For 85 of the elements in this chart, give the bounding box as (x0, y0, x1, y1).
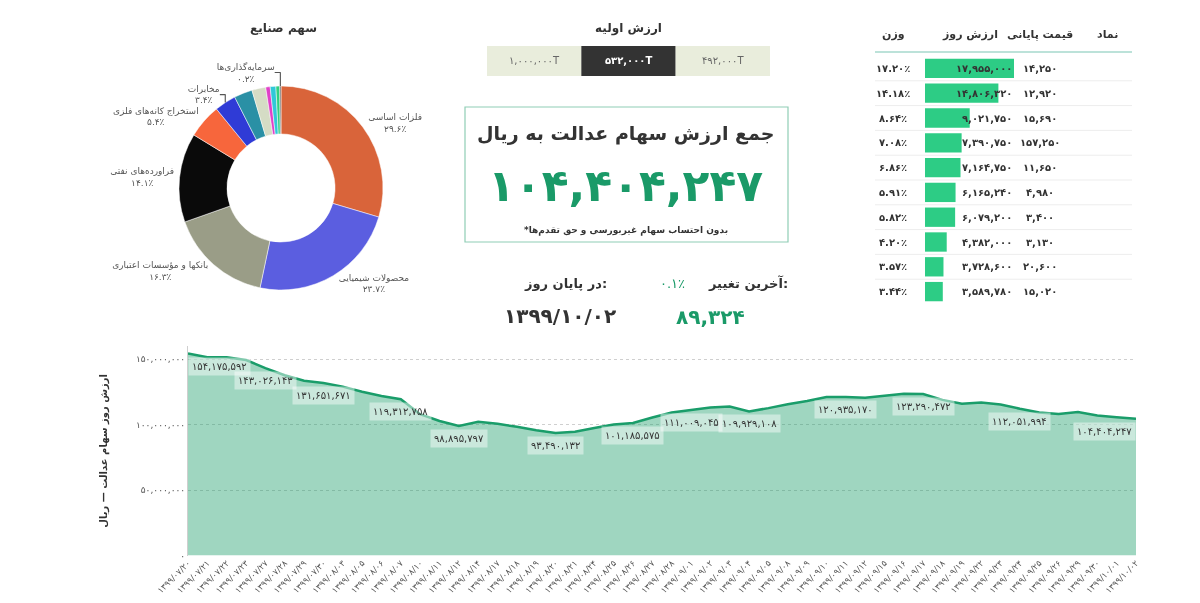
y-tick-label: ۵۰,۰۰۰,۰۰۰ (140, 485, 186, 496)
bar (925, 157, 961, 178)
data-label: ۱۲۰,۹۳۵,۱۷۰ (818, 404, 873, 415)
data-label: ۱۶.۳٪ (149, 271, 172, 282)
text: ۲۰,۶۰۰ (1023, 261, 1058, 272)
data-label: ۱۵۴,۱۷۵,۵۹۲ (192, 361, 247, 372)
slice-label: سرمایه‌گذاری‌ها (216, 61, 275, 73)
bar (925, 232, 947, 252)
data-label: ۹۸,۸۹۵,۷۹۷ (434, 433, 484, 444)
text: ۷.۰۸٪ (879, 137, 908, 148)
donut-slice (269, 85, 279, 135)
category-label: ۴۹۲,۰۰۰T (702, 55, 745, 66)
data-label: ۱۷,۹۵۵,۰۰۰ (956, 63, 1013, 74)
slice-label: محصولات شیمیایی (338, 272, 410, 283)
slice-label: استخراج کانه‌های فلزی (112, 105, 199, 116)
data-label: ۱۴۳,۰۲۶,۱۴۳ (238, 375, 294, 386)
text: ۴,۹۸۰ (1026, 187, 1055, 198)
data-label: ۹۳,۴۹۰,۱۳۲ (531, 440, 581, 451)
data-label: ۵.۴٪ (147, 117, 165, 128)
bar (925, 133, 962, 153)
text: ۱۴,۲۵۰ (1023, 63, 1058, 74)
text: آخرین تغییر: (708, 275, 789, 291)
data-label: ۱۱۹,۳۱۲,۷۵۸ (373, 406, 429, 417)
text: ۵.۹۱٪ (879, 187, 908, 198)
y-axis-title: ارزش روز سهام عدالت — ریال (98, 373, 111, 528)
text: ۱۴.۱۸٪ (876, 88, 911, 99)
data-label: ۶,۰۷۹,۲۰۰ (962, 212, 1013, 223)
y-axis-title: نماد (1097, 28, 1119, 41)
slice-label: مخابرات (187, 83, 220, 94)
bar (925, 257, 944, 277)
category-label: ۱,۰۰۰,۰۰۰T (509, 55, 560, 66)
text: در پایان روز: (524, 276, 608, 291)
text: ۰.۱٪ (660, 276, 686, 291)
text: ۱۵,۰۲۰ (1023, 286, 1058, 297)
data-label: ۱۱۲,۰۵۱,۹۹۴ (992, 416, 1047, 427)
data-label: ۱۰۱,۱۸۵,۵۷۵ (605, 430, 660, 441)
text: ۶.۸۶٪ (879, 162, 908, 173)
category-label: ۵۳۲,۰۰۰T (605, 55, 653, 66)
text: جمع ارزش سهام عدالت به ریال (477, 122, 775, 145)
text: ۱۲,۹۲۰ (1023, 88, 1058, 99)
bar (925, 182, 956, 203)
text: ۸.۶۴٪ (879, 113, 908, 124)
text: ۸۹,۳۲۴ (676, 305, 745, 329)
data-label: ۲۹.۶٪ (384, 123, 407, 134)
bar (925, 281, 943, 302)
text: ۱۳۹۹/۱۰/۰۲ (504, 304, 617, 328)
data-label: ۴,۳۸۲,۰۰۰ (962, 237, 1013, 248)
text: ۱۷.۲۰٪ (876, 63, 911, 74)
data-label: ۳,۷۲۸,۶۰۰ (962, 261, 1013, 272)
text: ۱۰۴,۴۰۴,۲۴۷ (488, 160, 764, 211)
data-label: ۱۰۹,۹۲۹,۱۰۸ (722, 418, 778, 429)
text: ۳.۵۷٪ (879, 261, 908, 272)
text: ۱۱,۶۵۰ (1023, 162, 1058, 173)
text: وزن (882, 28, 905, 41)
slice-label: بانکها و مؤسسات اعتباری (112, 260, 209, 271)
data-label: ۱۲۳,۲۹۰,۴۷۲ (896, 401, 951, 412)
data-label: ۳.۴٪ (195, 95, 213, 106)
slice-label: فراورده‌های نفتی (110, 166, 175, 177)
data-label: ۷,۱۶۴,۷۵۰ (962, 162, 1013, 173)
data-label: ۳,۵۸۹,۷۸۰ (962, 286, 1013, 297)
y-tick-label: ۰ (180, 550, 186, 561)
data-label: ۷,۳۹۰,۷۵۰ (962, 137, 1013, 148)
text: *بدون احتساب سهام غیربورسی و حق تقدم‌ها (524, 225, 729, 236)
data-label: ۱۳۱,۶۵۱,۶۷۱ (296, 390, 351, 401)
text: ۳,۴۰۰ (1026, 212, 1055, 223)
y-tick-label: ۱۰۰,۰۰۰,۰۰۰ (135, 419, 186, 430)
text: ۳,۱۳۰ (1026, 237, 1055, 248)
text: ۱۵,۶۹۰ (1023, 113, 1058, 124)
data-label: ۰.۲٪ (237, 73, 255, 84)
slice-label: فلزات اساسی (368, 112, 423, 123)
data-label: ۶,۱۶۵,۲۴۰ (962, 187, 1013, 198)
text: قیمت پایانی (1007, 28, 1074, 41)
data-label: ۱۰۴,۴۰۴,۲۴۷ (1077, 426, 1133, 437)
y-tick-label: ۱۵۰,۰۰۰,۰۰۰ (135, 354, 186, 365)
x-axis-title: ارزش روز (942, 28, 998, 41)
data-label: ۱۱۱,۰۰۹,۰۴۵ (664, 417, 719, 428)
text: ۱۵۷,۲۵۰ (1020, 137, 1061, 148)
text: ۴.۲۰٪ (879, 237, 908, 248)
data-label: ۲۳.۷٪ (362, 284, 386, 295)
text: ۵.۸۲٪ (879, 212, 908, 223)
bar (925, 207, 956, 227)
chart-title: سهم صنایع (250, 21, 318, 35)
data-label: ۱۴.۱٪ (131, 178, 154, 189)
text: ۳.۴۴٪ (879, 286, 908, 297)
text: ارزش اولیه (595, 21, 662, 36)
